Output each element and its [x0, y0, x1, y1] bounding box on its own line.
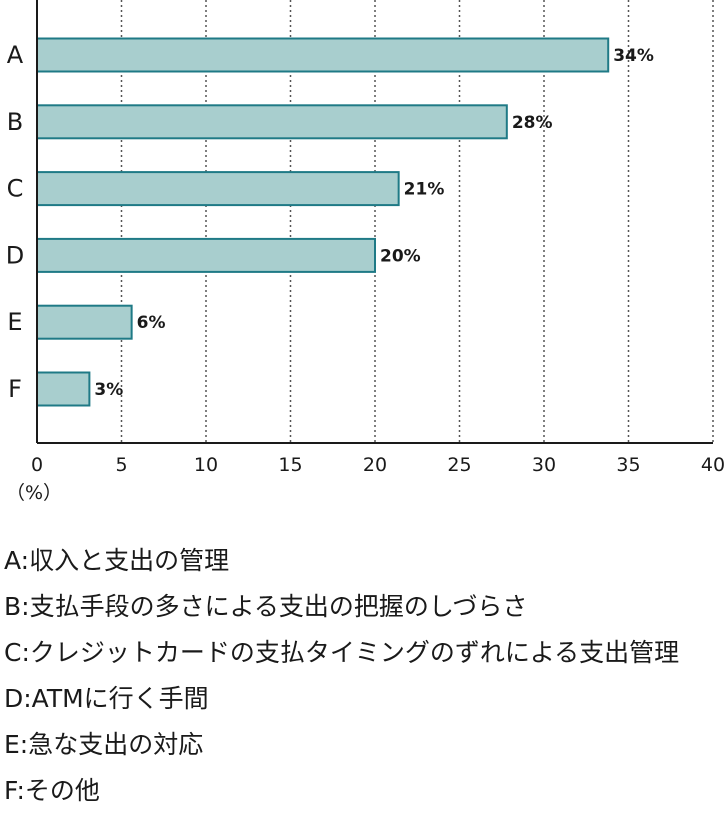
x-tick-labels: 0 5 10 15 20 25 30 35 40	[31, 454, 725, 476]
category-labels: A B C D E F	[6, 41, 24, 403]
legend-item-c: C:クレジットカードの支払タイミングのずれによる支出管理	[4, 638, 680, 667]
x-tick-label: 10	[194, 454, 218, 476]
legend: A:収入と支出の管理 B:支払手段の多さによる支出の把握のしづらさ C:クレジッ…	[4, 544, 679, 820]
legend-item-d: D:ATMに行く手間	[4, 684, 209, 713]
x-tick-label: 15	[278, 454, 302, 476]
category-label-f: F	[8, 375, 22, 403]
bar-chart: 34% 28% 21% 20% 6% 3% A B C D E F 0 5 10 15 20 25 30 35 40…	[6, 0, 725, 504]
data-label-d: 20%	[380, 246, 421, 266]
data-label-f: 3%	[94, 380, 123, 400]
data-label-a: 34%	[613, 46, 654, 66]
legend-item-f: F:その他	[4, 776, 100, 805]
bars	[36, 37, 610, 407]
bar-b	[36, 104, 508, 140]
x-tick-label: 0	[31, 454, 43, 476]
bar-d	[36, 237, 376, 273]
x-tick-label: 5	[115, 454, 127, 476]
legend-item-a: A:収入と支出の管理	[4, 546, 230, 575]
data-label-e: 6%	[137, 313, 166, 333]
bar-f	[36, 371, 91, 407]
x-tick-label: 20	[363, 454, 387, 476]
legend-item-b: B:支払手段の多さによる支出の把握のしづらさ	[4, 592, 528, 621]
data-label-b: 28%	[512, 113, 553, 133]
category-label-c: C	[7, 175, 24, 203]
data-label-c: 21%	[404, 180, 445, 200]
x-tick-label: 30	[532, 454, 556, 476]
category-label-d: D	[6, 241, 24, 269]
bar-a	[36, 37, 610, 73]
gridlines	[120, 0, 714, 443]
category-label-e: E	[7, 308, 22, 336]
data-labels: 34% 28% 21% 20% 6% 3%	[94, 46, 654, 400]
bar-c	[36, 171, 400, 207]
category-label-a: A	[7, 41, 24, 69]
x-tick-label: 25	[447, 454, 471, 476]
bar-e	[36, 304, 133, 340]
category-label-b: B	[7, 108, 23, 136]
x-tick-label: 40	[701, 454, 725, 476]
legend-item-e: E:急な支出の対応	[4, 730, 204, 759]
x-tick-label: 35	[616, 454, 640, 476]
x-unit-label: （%）	[6, 482, 62, 504]
